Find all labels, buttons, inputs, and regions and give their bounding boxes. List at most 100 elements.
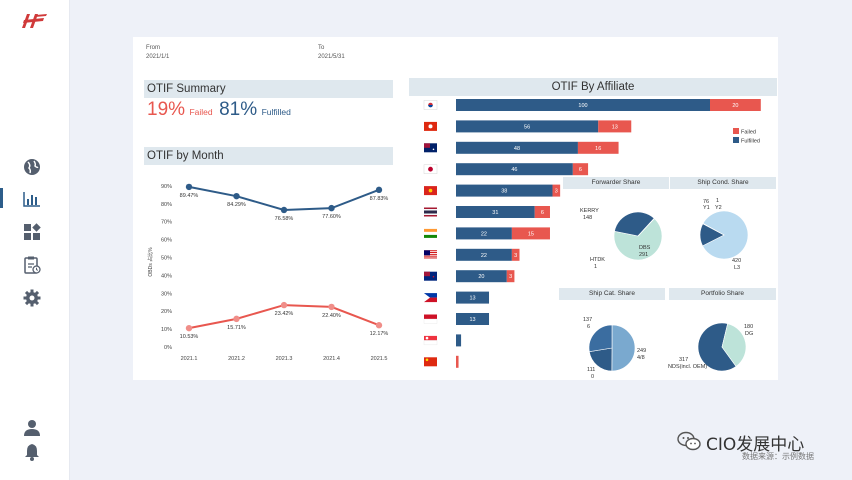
bar-fulfilled-philippines — [456, 291, 490, 304]
watermark-subtitle: 数据来源：示例数据 — [742, 452, 814, 461]
x-tick-label: 2021.3 — [276, 356, 293, 362]
legend-swatch-fulfilled — [733, 137, 739, 143]
widgets-icon[interactable] — [22, 222, 42, 242]
gear-icon[interactable] — [22, 288, 42, 308]
flag-emblem — [428, 124, 433, 129]
x-tick-label: 2021.2 — [228, 356, 245, 362]
data-label: 76.58% — [275, 216, 294, 222]
legend-label-failed: Failed — [741, 130, 756, 136]
bar-label-failed: 20 — [732, 103, 738, 109]
y-tick-label: 90% — [161, 184, 172, 190]
flag-band — [424, 335, 437, 341]
y-tick-label: 10% — [161, 327, 172, 333]
bar-label-fulfilled: 100 — [578, 103, 587, 109]
bell-icon[interactable] — [22, 442, 42, 462]
bar-label-failed: 13 — [612, 124, 618, 130]
flag-stripe — [424, 255, 437, 257]
flag-band — [424, 293, 437, 298]
flag-emblem — [425, 336, 429, 340]
data-point — [233, 192, 240, 200]
y-tick-label: 80% — [161, 202, 172, 208]
flag-vietnam — [424, 186, 437, 196]
flag-bg — [424, 143, 437, 153]
bar-fulfilled-thailand — [456, 206, 535, 218]
globe-icon[interactable] — [22, 157, 42, 177]
flag-star — [432, 275, 435, 278]
flag-emblem — [428, 105, 433, 108]
series-line-fulfilled — [188, 185, 380, 211]
flag-australia — [424, 143, 437, 153]
bar-fulfilled-singapore — [456, 334, 462, 347]
bar-chart-icon[interactable] — [22, 189, 42, 209]
ship-cond-share-header: Ship Cond. Share — [670, 177, 776, 189]
y-tick-label: 50% — [161, 256, 172, 262]
bar-label-failed: 6 — [579, 167, 582, 173]
bar-failed-new-zealand — [506, 270, 515, 283]
legend-swatch-failed — [733, 128, 739, 134]
data-label: 22.40% — [322, 313, 341, 319]
flag-band — [424, 210, 437, 214]
y-tick-label: 20% — [161, 309, 172, 315]
bar-label-fulfilled: 38 — [501, 189, 507, 195]
data-label: 12.17% — [370, 331, 389, 337]
to-date[interactable]: 2021/5/31 — [318, 54, 345, 60]
to-label: To — [318, 45, 325, 51]
bar-label-failed: 15 — [528, 231, 534, 237]
bar-failed-south-korea — [710, 99, 761, 111]
wechat-logo — [677, 431, 701, 451]
data-label: 87.83% — [370, 196, 389, 202]
bar-label-fulfilled: 22 — [481, 253, 487, 259]
bar-fulfilled-indonesia — [456, 313, 490, 325]
bar-failed-australia — [577, 141, 619, 154]
from-date[interactable]: 2021/1/1 — [146, 54, 170, 60]
sidebar — [0, 0, 70, 480]
bar-failed-malaysia — [511, 248, 520, 261]
flag-emblem — [428, 166, 433, 172]
bar-label-fulfilled: 22 — [481, 231, 487, 237]
bar-failed-thailand — [534, 206, 550, 218]
x-tick-label: 2021.1 — [181, 356, 198, 362]
bar-label-fulfilled: 46 — [511, 167, 517, 173]
flag-stripe — [424, 257, 437, 259]
y-tick-label: 70% — [161, 220, 172, 226]
data-point — [185, 183, 193, 191]
flag-band — [424, 297, 437, 303]
flag-china — [424, 357, 437, 367]
data-point — [280, 301, 288, 309]
flag-japan — [423, 164, 438, 174]
flag-thailand — [424, 207, 437, 217]
bar-label-fulfilled: 56 — [524, 124, 530, 130]
bar-fulfilled-vietnam — [456, 184, 553, 197]
bar-failed-china — [456, 355, 459, 368]
legend-label-fulfilled: Fulfilled — [741, 139, 760, 145]
bar-fulfilled-new-zealand — [456, 270, 507, 283]
bar-label-failed: 3 — [514, 253, 517, 259]
data-label: 10.53% — [180, 334, 199, 340]
clipboard-icon[interactable] — [22, 255, 42, 275]
flag-star — [425, 358, 429, 362]
data-label: 77.60% — [322, 214, 341, 220]
bar-label-fulfilled: 13 — [469, 317, 475, 323]
fulfilled-label: Fulfilled — [261, 107, 291, 117]
bar-label-fulfilled: 48 — [514, 146, 520, 152]
y-axis-label: OBDs 占比% — [147, 247, 154, 277]
nav-active-indicator — [0, 188, 3, 208]
flag-new-zealand — [424, 271, 437, 281]
bar-fulfilled-south-korea — [456, 99, 710, 111]
bar-fulfilled-malaysia — [456, 248, 512, 261]
flag-stripe — [424, 253, 437, 255]
bar-label-failed: 3 — [555, 189, 558, 195]
bar-label-fulfilled: 31 — [492, 210, 498, 216]
data-label: 23.42% — [275, 311, 294, 317]
y-tick-label: 0% — [164, 345, 172, 351]
bar-fulfilled-japan — [456, 163, 573, 176]
user-icon[interactable] — [22, 418, 42, 438]
flag-singapore — [423, 335, 438, 346]
flag-stripe — [424, 252, 437, 253]
bar-failed-india — [511, 227, 550, 240]
flag-star — [428, 188, 433, 193]
affiliate-chart-header: OTIF By Affiliate — [409, 78, 777, 96]
x-tick-label: 2021.4 — [323, 356, 340, 362]
bar-failed-vietnam — [552, 184, 561, 197]
failed-percent: 19% — [147, 99, 186, 120]
